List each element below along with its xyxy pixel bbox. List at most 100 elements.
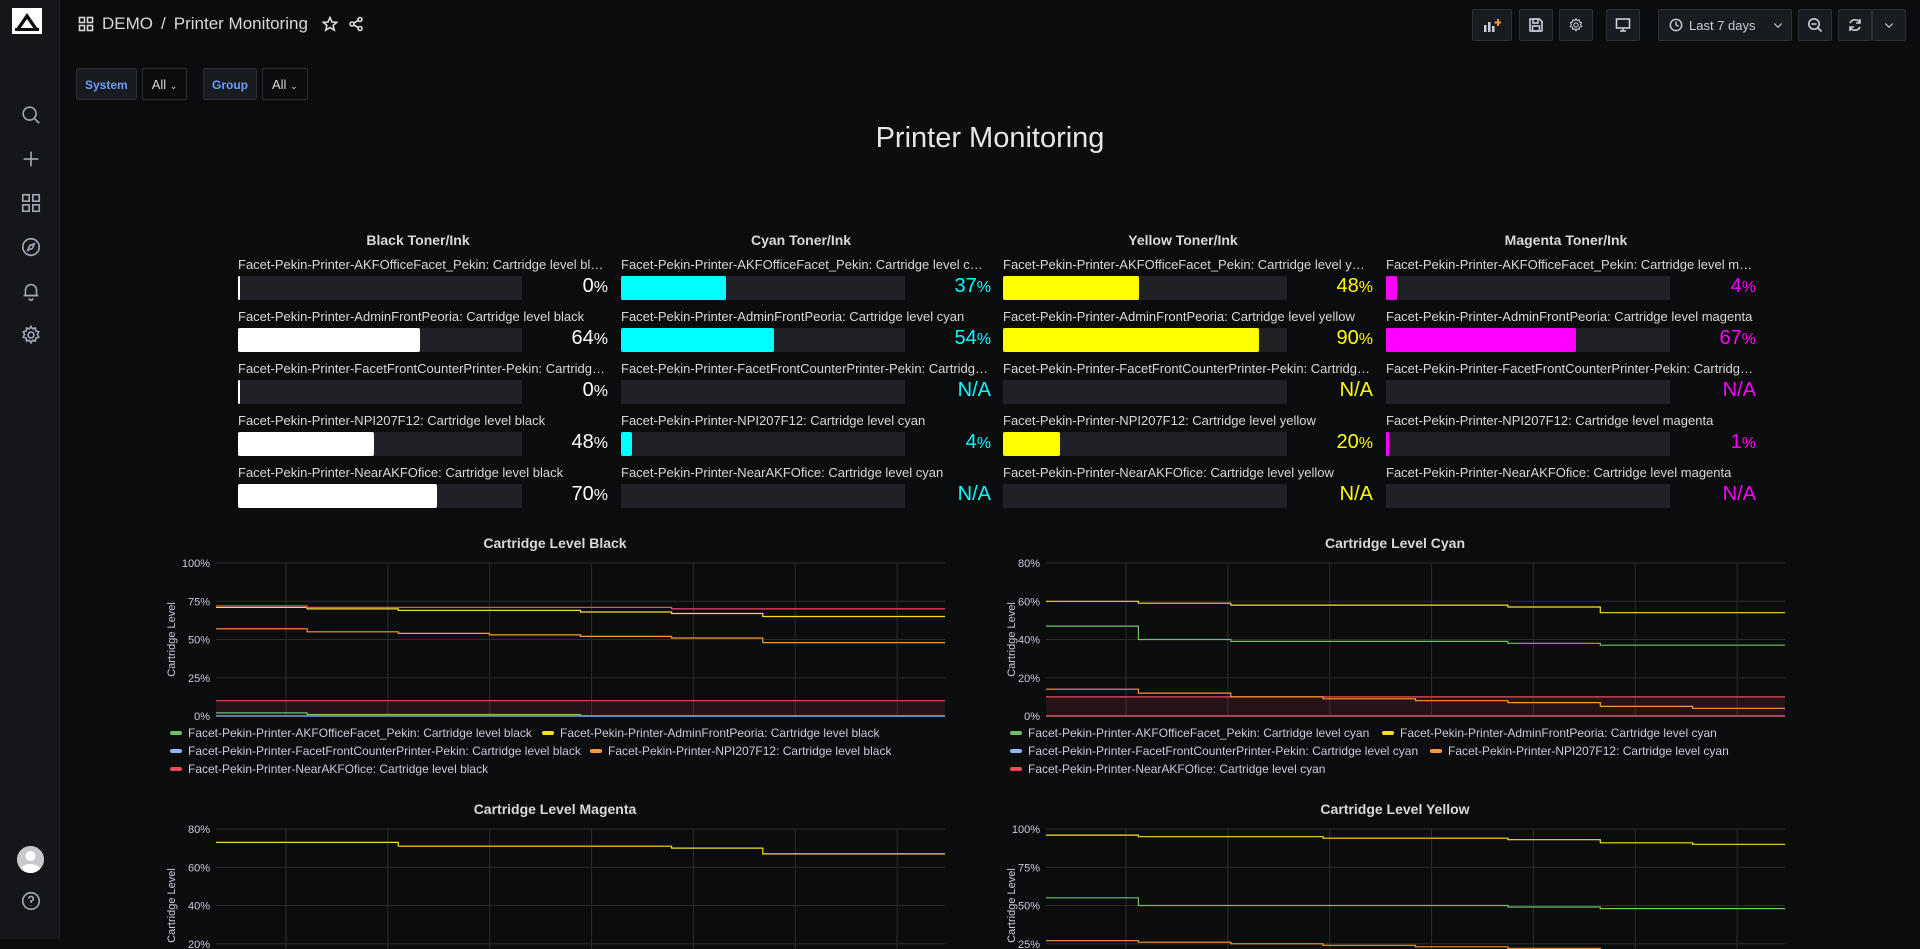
- gauge-row: Facet-Pekin-Printer-AKFOfficeFacet_Pekin…: [621, 254, 991, 306]
- gauge-row: Facet-Pekin-Printer-AKFOfficeFacet_Pekin…: [1386, 254, 1756, 306]
- gauge-number: 4: [965, 431, 977, 453]
- gauge-unit: %: [1358, 331, 1373, 348]
- user-icon: [17, 846, 44, 873]
- legend-item[interactable]: Facet-Pekin-Printer-AdminFrontPeoria: Ca…: [1382, 726, 1717, 740]
- legend-item[interactable]: Facet-Pekin-Printer-NearAKFOfice: Cartri…: [170, 762, 488, 776]
- gauge-value: 67%: [1676, 327, 1756, 350]
- gauge-value: 90%: [1293, 327, 1373, 350]
- share-icon[interactable]: [348, 16, 364, 32]
- add-panel-button[interactable]: [1472, 9, 1512, 41]
- y-tick-label: 80%: [1018, 558, 1040, 570]
- star-icon[interactable]: [321, 16, 338, 32]
- dashboards-icon[interactable]: [19, 191, 43, 215]
- y-axis-label: Cartridge Level: [1006, 602, 1018, 677]
- gauge-number: 48: [571, 431, 594, 453]
- panel-title[interactable]: Magenta Toner/Ink: [1504, 232, 1628, 248]
- panel-title[interactable]: Cartridge Level Yellow: [1320, 801, 1470, 817]
- help-icon[interactable]: [19, 889, 43, 913]
- gauge-label: Facet-Pekin-Printer-FacetFrontCounterPri…: [1003, 361, 1371, 376]
- panel-title[interactable]: Cartridge Level Cyan: [1324, 535, 1466, 551]
- legend-label: Facet-Pekin-Printer-NPI207F12: Cartridge…: [1448, 744, 1729, 758]
- bell-icon[interactable]: [19, 279, 43, 303]
- gauge-unit: %: [593, 279, 608, 296]
- legend-item[interactable]: Facet-Pekin-Printer-NearAKFOfice: Cartri…: [1010, 762, 1325, 776]
- legend-swatch: [170, 749, 182, 753]
- save-dashboard-button[interactable]: [1519, 9, 1553, 41]
- time-range-picker[interactable]: Last 7 days: [1658, 9, 1792, 41]
- gauge-value: 70%: [528, 483, 608, 506]
- refresh-button[interactable]: [1838, 9, 1872, 41]
- dashboard-settings-button[interactable]: [1559, 9, 1593, 41]
- zoom-out-button[interactable]: [1798, 9, 1832, 41]
- series-line[interactable]: [1046, 940, 1785, 949]
- variable-group-select[interactable]: All ⌄: [262, 68, 308, 100]
- refresh-interval-dropdown[interactable]: [1872, 9, 1906, 41]
- gauge-row: Facet-Pekin-Printer-NearAKFOfice: Cartri…: [1386, 462, 1756, 514]
- gauge-bar-track: [1386, 484, 1670, 508]
- panel-title[interactable]: Black Toner/Ink: [366, 232, 470, 248]
- panel-title[interactable]: Yellow Toner/Ink: [1128, 232, 1238, 248]
- gauge-value: N/A: [911, 483, 991, 506]
- gauge-row: Facet-Pekin-Printer-AdminFrontPeoria: Ca…: [1386, 306, 1756, 358]
- plus-icon[interactable]: [19, 147, 43, 171]
- gauge-label: Facet-Pekin-Printer-NPI207F12: Cartridge…: [621, 413, 926, 428]
- search-icon[interactable]: [19, 103, 43, 127]
- legend-item[interactable]: Facet-Pekin-Printer-NPI207F12: Cartridge…: [590, 744, 891, 758]
- gauge-label: Facet-Pekin-Printer-AdminFrontPeoria: Ca…: [238, 309, 585, 324]
- gauge-label: Facet-Pekin-Printer-FacetFrontCounterPri…: [1386, 361, 1754, 376]
- series-line[interactable]: [216, 628, 945, 644]
- gauge-label: Facet-Pekin-Printer-AKFOfficeFacet_Pekin…: [1003, 257, 1371, 272]
- gauge-bar-track: [621, 380, 905, 404]
- series-line[interactable]: [1046, 600, 1785, 614]
- gear-icon[interactable]: [19, 323, 43, 347]
- gauge-value: 4%: [1676, 275, 1756, 298]
- panel-title[interactable]: Cyan Toner/Ink: [750, 232, 852, 248]
- threshold-area: [1046, 696, 1785, 716]
- series-line[interactable]: [1046, 834, 1785, 845]
- gauge-bar-track: [621, 432, 905, 456]
- series-line[interactable]: [1046, 625, 1785, 646]
- breadcrumb-separator: /: [161, 14, 166, 33]
- series-line[interactable]: [1046, 897, 1785, 910]
- panel-title[interactable]: Cartridge Level Magenta: [473, 801, 637, 817]
- cycle-view-mode-button[interactable]: [1606, 9, 1640, 41]
- gauge-bar-fill: [1386, 276, 1398, 300]
- breadcrumb-dashboard[interactable]: Printer Monitoring: [173, 14, 308, 33]
- series-line[interactable]: [1046, 688, 1785, 709]
- panel-title[interactable]: Cartridge Level Black: [483, 535, 627, 551]
- series-line[interactable]: [216, 605, 945, 610]
- legend-item[interactable]: Facet-Pekin-Printer-NPI207F12: Cartridge…: [1430, 744, 1729, 758]
- explore-compass-icon[interactable]: [19, 235, 43, 259]
- gauge-unit: %: [976, 331, 991, 348]
- series-line[interactable]: [216, 606, 945, 618]
- gauge-value: 48%: [528, 431, 608, 454]
- variable-system-select[interactable]: All ⌄: [141, 68, 188, 100]
- legend-item[interactable]: Facet-Pekin-Printer-AKFOfficeFacet_Pekin…: [170, 726, 532, 740]
- gauge-number: 1: [1730, 431, 1742, 453]
- gauge-value: 0%: [528, 275, 608, 298]
- breadcrumb: DEMO / Printer Monitoring: [78, 14, 364, 34]
- legend-swatch: [1430, 749, 1442, 753]
- gauge-unit: %: [1741, 331, 1756, 348]
- gauge-number: 67: [1719, 327, 1742, 349]
- legend-item[interactable]: Facet-Pekin-Printer-FacetFrontCounterPri…: [1010, 744, 1418, 758]
- y-tick-label: 100%: [1012, 824, 1040, 836]
- gauge-unit: %: [593, 331, 608, 348]
- legend-item[interactable]: Facet-Pekin-Printer-AdminFrontPeoria: Ca…: [542, 726, 879, 740]
- app-logo[interactable]: [12, 8, 42, 34]
- chevron-down-icon: [1773, 23, 1782, 29]
- y-tick-label: 75%: [188, 596, 210, 608]
- gauge-label: Facet-Pekin-Printer-AdminFrontPeoria: Ca…: [1386, 309, 1753, 324]
- variable-system-label: System: [76, 68, 137, 100]
- legend-item[interactable]: Facet-Pekin-Printer-AKFOfficeFacet_Pekin…: [1010, 726, 1369, 740]
- breadcrumb-folder[interactable]: DEMO: [102, 14, 153, 33]
- gauge-number: 70: [571, 483, 594, 505]
- series-line[interactable]: [216, 841, 945, 855]
- avatar[interactable]: [17, 846, 44, 873]
- gauge-bar-track: [1386, 276, 1670, 300]
- logo-icon: [12, 8, 42, 34]
- gauge-row: Facet-Pekin-Printer-NPI207F12: Cartridge…: [238, 410, 608, 462]
- gauge-row: Facet-Pekin-Printer-AdminFrontPeoria: Ca…: [238, 306, 608, 358]
- y-tick-label: 20%: [1018, 673, 1040, 685]
- legend-item[interactable]: Facet-Pekin-Printer-FacetFrontCounterPri…: [170, 744, 581, 758]
